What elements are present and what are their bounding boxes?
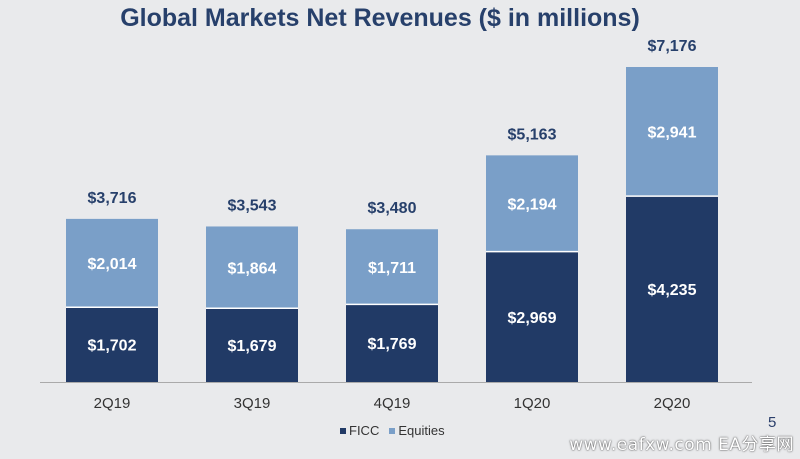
bar-equities-1Q20 (486, 155, 578, 252)
data-label-ficc-2Q19: $1,702 (88, 338, 137, 355)
x-tick-label-2Q19: 2Q19 (94, 395, 131, 412)
data-label-ficc-2Q20: $4,235 (648, 282, 697, 299)
bar-equities-2Q20 (626, 67, 718, 197)
bar-ficc-2Q19 (66, 307, 158, 382)
total-label-4Q19: $3,480 (368, 200, 417, 217)
bar-ficc-1Q20 (486, 251, 578, 382)
legend-label-ficc: FICC (349, 423, 380, 438)
bar-ficc-3Q19 (206, 308, 298, 382)
data-label-equities-1Q20: $2,194 (508, 197, 557, 214)
data-label-ficc-3Q19: $1,679 (228, 338, 277, 355)
x-tick-label-4Q19: 4Q19 (374, 395, 411, 412)
bar-ficc-2Q20 (626, 196, 718, 382)
bar-ficc-4Q19 (346, 304, 438, 382)
legend-swatch-equities (389, 427, 396, 434)
data-label-equities-2Q19: $2,014 (88, 256, 137, 273)
bar-equities-4Q19 (346, 229, 438, 305)
total-label-2Q20: $7,176 (648, 38, 697, 55)
legend-item-equities: Equities (389, 423, 445, 438)
legend: FICC Equities (340, 423, 445, 438)
data-label-equities-2Q20: $2,941 (648, 125, 697, 142)
total-label-2Q19: $3,716 (88, 190, 137, 207)
data-label-equities-4Q19: $1,711 (368, 260, 416, 277)
data-label-equities-3Q19: $1,864 (228, 260, 277, 277)
legend-label-equities: Equities (398, 423, 445, 438)
legend-swatch-ficc (340, 427, 346, 434)
data-label-ficc-1Q20: $2,969 (508, 310, 557, 327)
x-tick-label-3Q19: 3Q19 (234, 395, 271, 412)
legend-item-ficc: FICC (340, 423, 379, 438)
x-tick-label-2Q20: 2Q20 (654, 395, 691, 412)
bar-equities-2Q19 (66, 218, 158, 308)
chart-title: Global Markets Net Revenues ($ in millio… (120, 4, 640, 32)
total-label-3Q19: $3,543 (228, 197, 277, 214)
watermark: www.eafxw.com EA分享网 (569, 435, 794, 455)
data-label-ficc-4Q19: $1,769 (368, 336, 417, 353)
page-number: 5 (768, 414, 777, 431)
x-tick-label-1Q20: 1Q20 (514, 395, 551, 412)
bar-equities-3Q19 (206, 226, 298, 309)
total-label-1Q20: $5,163 (508, 126, 557, 143)
